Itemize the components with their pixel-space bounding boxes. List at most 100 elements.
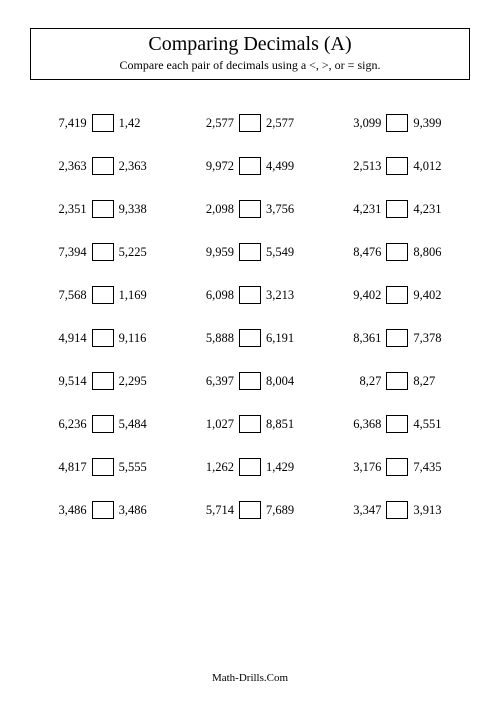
problem-right-value: 1,169 — [119, 288, 153, 303]
answer-box[interactable] — [92, 458, 114, 476]
answer-box[interactable] — [92, 372, 114, 390]
problem: 6,397 8,004 — [179, 372, 320, 390]
problem-right-value: 5,484 — [119, 417, 153, 432]
problem-right-value: 9,116 — [119, 331, 153, 346]
problem: 6,098 3,213 — [179, 286, 320, 304]
problem: 3,176 7,435 — [327, 458, 468, 476]
problem-left-value: 2,577 — [200, 116, 234, 131]
problem: 9,9595,549 — [179, 243, 320, 261]
answer-box[interactable] — [386, 415, 408, 433]
problem: 4,9149,116 — [32, 329, 173, 347]
problem: 2,5134,012 — [327, 157, 468, 175]
answer-box[interactable] — [239, 114, 261, 132]
problem-right-value: 4,499 — [266, 159, 300, 174]
problem-left-value: 1,262 — [200, 460, 234, 475]
answer-box[interactable] — [239, 329, 261, 347]
problem: 7,394 5,225 — [32, 243, 173, 261]
worksheet-instructions: Compare each pair of decimals using a <,… — [31, 58, 469, 73]
problem-left-value: 9,402 — [347, 288, 381, 303]
problem: 1,0278,851 — [179, 415, 320, 433]
problem-right-value: 9,402 — [413, 288, 447, 303]
problem: 9,402 9,402 — [327, 286, 468, 304]
problem: 5,8886,191 — [179, 329, 320, 347]
problem: 6,3684,551 — [327, 415, 468, 433]
worksheet-footer: Math-Drills.Com — [0, 672, 500, 684]
problem-left-value: 3,099 — [347, 116, 381, 131]
problem-right-value: 2,577 — [266, 116, 300, 131]
answer-box[interactable] — [92, 329, 114, 347]
problem-left-value: 5,714 — [200, 503, 234, 518]
problem-right-value: 7,435 — [413, 460, 447, 475]
problem-left-value: 3,486 — [53, 503, 87, 518]
problem: 2,577 2,577 — [179, 114, 320, 132]
problem: 6,236 5,484 — [32, 415, 173, 433]
problem-left-value: 7,568 — [53, 288, 87, 303]
answer-box[interactable] — [239, 286, 261, 304]
answer-box[interactable] — [92, 243, 114, 261]
answer-box[interactable] — [386, 286, 408, 304]
problem-left-value: 7,419 — [53, 116, 87, 131]
problem: 3,4863,486 — [32, 501, 173, 519]
problem-right-value: 4,231 — [413, 202, 447, 217]
answer-box[interactable] — [386, 372, 408, 390]
problem-left-value: 8,27 — [347, 374, 381, 389]
problem: 2,3519,338 — [32, 200, 173, 218]
answer-box[interactable] — [92, 157, 114, 175]
worksheet-title: Comparing Decimals (A) — [31, 33, 469, 56]
problem-right-value: 3,913 — [413, 503, 447, 518]
problem-left-value: 5,888 — [200, 331, 234, 346]
answer-box[interactable] — [239, 243, 261, 261]
problem: 5,714 7,689 — [179, 501, 320, 519]
answer-box[interactable] — [92, 200, 114, 218]
answer-box[interactable] — [239, 458, 261, 476]
problem-left-value: 6,236 — [53, 417, 87, 432]
problem: 9,5142,295 — [32, 372, 173, 390]
problem-right-value: 9,399 — [413, 116, 447, 131]
problem-left-value: 2,513 — [347, 159, 381, 174]
answer-box[interactable] — [92, 415, 114, 433]
problem-left-value: 1,027 — [200, 417, 234, 432]
problem-left-value: 9,959 — [200, 245, 234, 260]
problem-right-value: 8,004 — [266, 374, 300, 389]
answer-box[interactable] — [239, 372, 261, 390]
problem-left-value: 3,176 — [347, 460, 381, 475]
answer-box[interactable] — [386, 200, 408, 218]
worksheet-header: Comparing Decimals (A) Compare each pair… — [30, 28, 470, 80]
problem-left-value: 2,363 — [53, 159, 87, 174]
problem-left-value: 7,394 — [53, 245, 87, 260]
answer-box[interactable] — [239, 157, 261, 175]
answer-box[interactable] — [239, 415, 261, 433]
answer-box[interactable] — [92, 501, 114, 519]
problem: 3,3473,913 — [327, 501, 468, 519]
answer-box[interactable] — [92, 114, 114, 132]
problem-left-value: 2,098 — [200, 202, 234, 217]
answer-box[interactable] — [239, 501, 261, 519]
answer-box[interactable] — [386, 329, 408, 347]
problem-left-value: 8,476 — [347, 245, 381, 260]
problem: 7,419 1,42 — [32, 114, 173, 132]
problem-right-value: 8,806 — [413, 245, 447, 260]
problem-right-value: 3,213 — [266, 288, 300, 303]
answer-box[interactable] — [386, 157, 408, 175]
answer-box[interactable] — [386, 243, 408, 261]
problem-right-value: 1,42 — [119, 116, 153, 131]
problem: 9,9724,499 — [179, 157, 320, 175]
problem-left-value: 2,351 — [53, 202, 87, 217]
problem-left-value: 9,514 — [53, 374, 87, 389]
problem-left-value: 4,231 — [347, 202, 381, 217]
problem: 8,3617,378 — [327, 329, 468, 347]
answer-box[interactable] — [386, 501, 408, 519]
problem: 4,231 4,231 — [327, 200, 468, 218]
problem: 8,278,27 — [327, 372, 468, 390]
problem-left-value: 6,397 — [200, 374, 234, 389]
problem-right-value: 7,689 — [266, 503, 300, 518]
problem: 3,099 9,399 — [327, 114, 468, 132]
problem-right-value: 4,551 — [413, 417, 447, 432]
answer-box[interactable] — [386, 458, 408, 476]
answer-box[interactable] — [386, 114, 408, 132]
problem-left-value: 6,098 — [200, 288, 234, 303]
problem: 7,568 1,169 — [32, 286, 173, 304]
answer-box[interactable] — [239, 200, 261, 218]
answer-box[interactable] — [92, 286, 114, 304]
problem-right-value: 5,225 — [119, 245, 153, 260]
